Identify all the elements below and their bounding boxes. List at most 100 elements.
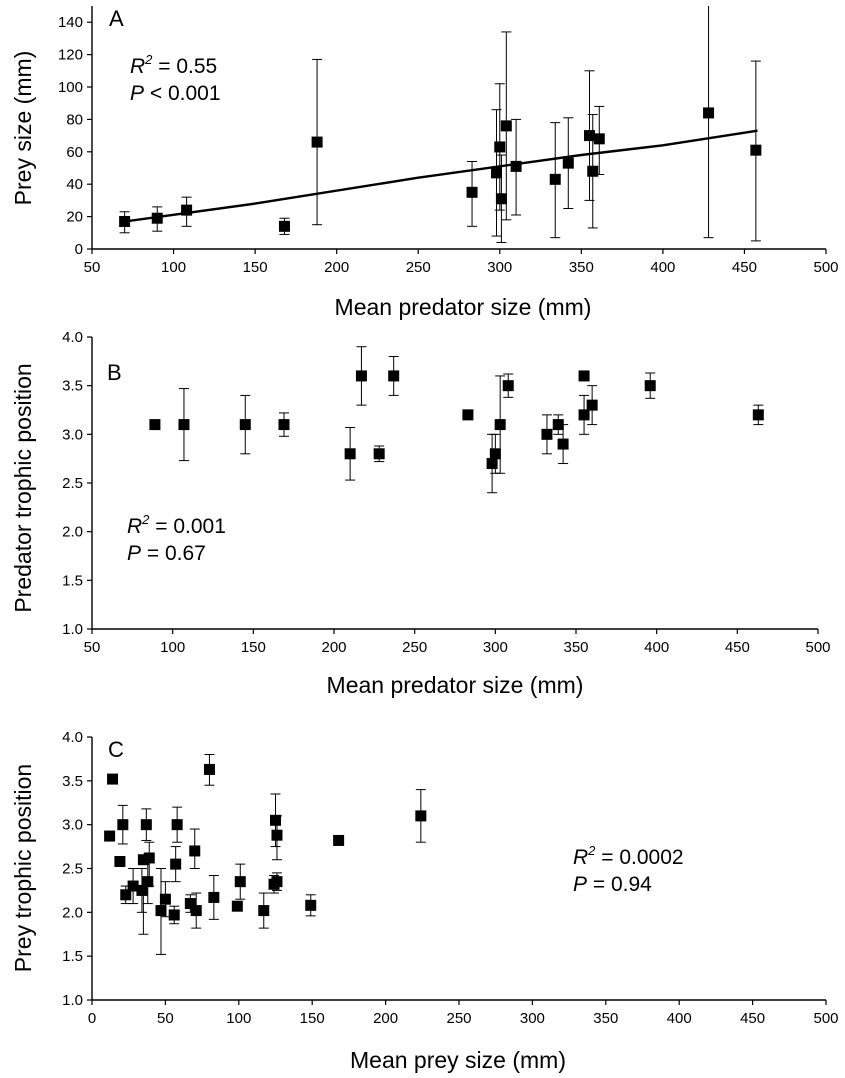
x-tick-label: 100 bbox=[160, 639, 185, 656]
data-point bbox=[388, 370, 400, 382]
panel-c-xlabel: Mean prey size (mm) bbox=[350, 1047, 566, 1073]
data-point bbox=[502, 380, 514, 392]
data-point bbox=[271, 876, 283, 888]
data-point bbox=[333, 834, 345, 846]
panel-a-letter: A bbox=[109, 6, 124, 31]
panel-c: 0 50 100 150 200 250 300 350 400 450 500 1.0 1.5 2.0 2… bbox=[10, 729, 839, 1073]
data-point bbox=[578, 409, 590, 421]
data-point bbox=[190, 905, 202, 917]
y-tick-label: 140 bbox=[58, 14, 83, 31]
data-point bbox=[466, 186, 478, 198]
data-point bbox=[305, 899, 317, 911]
data-point bbox=[373, 448, 385, 460]
x-tick-label: 250 bbox=[446, 1010, 471, 1027]
panel-c-p: P = 0.94 bbox=[573, 873, 652, 896]
x-tick-label: 400 bbox=[667, 1010, 692, 1027]
data-point bbox=[549, 173, 561, 185]
x-tick-label: 350 bbox=[563, 639, 588, 656]
x-tick-label: 300 bbox=[487, 259, 512, 276]
panel-a-xlabel: Mean predator size (mm) bbox=[335, 294, 592, 320]
y-tick-label: 2.0 bbox=[62, 904, 83, 921]
data-point bbox=[271, 829, 283, 841]
data-point bbox=[155, 905, 167, 917]
x-tick-label: 500 bbox=[805, 639, 830, 656]
panel-b-points bbox=[149, 370, 764, 470]
x-tick-label: 250 bbox=[402, 639, 427, 656]
panel-b: 50 100 150 200 250 300 350 400 450 500 1.0 1.5 2.0 2.… bbox=[10, 329, 831, 698]
y-tick-label: 4.0 bbox=[62, 729, 83, 746]
data-point bbox=[136, 884, 148, 896]
data-point bbox=[462, 409, 474, 421]
data-point bbox=[208, 891, 220, 903]
x-tick-label: 300 bbox=[520, 1010, 545, 1027]
y-tick-label: 2.0 bbox=[62, 524, 83, 541]
data-point bbox=[119, 215, 131, 227]
y-tick-label: 3.0 bbox=[62, 817, 83, 834]
panel-c-r2: R2 = 0.0002 bbox=[573, 843, 684, 869]
x-tick-label: 450 bbox=[725, 639, 750, 656]
data-point bbox=[344, 448, 356, 460]
x-tick-label: 50 bbox=[157, 1010, 174, 1027]
x-tick-label: 350 bbox=[593, 1010, 618, 1027]
panel-a-points bbox=[119, 107, 762, 232]
data-point bbox=[278, 419, 290, 431]
data-point bbox=[562, 157, 574, 169]
y-tick-label: 40 bbox=[66, 176, 83, 193]
y-tick-label: 1.5 bbox=[62, 572, 83, 589]
panel-a-ylabel: Prey size (mm) bbox=[10, 51, 36, 206]
data-point bbox=[495, 193, 507, 205]
panel-b-r2: R2 = 0.001 bbox=[127, 512, 226, 538]
x-tick-label: 100 bbox=[161, 259, 186, 276]
panel-c-error-bars bbox=[117, 754, 426, 955]
data-point bbox=[159, 893, 171, 905]
panel-a-r2: R2 = 0.55 bbox=[130, 52, 217, 78]
data-point bbox=[557, 438, 569, 450]
y-tick-label: 100 bbox=[58, 79, 83, 96]
data-point bbox=[107, 773, 119, 785]
y-tick-label: 1.0 bbox=[62, 992, 83, 1009]
x-tick-label: 50 bbox=[84, 639, 101, 656]
data-point bbox=[587, 165, 599, 177]
panel-b-p: P = 0.67 bbox=[127, 542, 206, 565]
data-point bbox=[500, 120, 512, 132]
x-tick-label: 450 bbox=[740, 1010, 765, 1027]
data-point bbox=[104, 830, 116, 842]
panel-a-error-bars bbox=[119, 6, 761, 244]
y-tick-label: 1.5 bbox=[62, 948, 83, 965]
panel-b-axes: 50 100 150 200 250 300 350 400 450 500 1.0 1.5 2.0 2.… bbox=[62, 329, 830, 656]
x-tick-label: 500 bbox=[813, 1010, 838, 1027]
regression-line bbox=[124, 129, 758, 223]
data-point bbox=[494, 141, 506, 153]
data-point bbox=[149, 419, 161, 431]
data-point bbox=[586, 399, 598, 411]
panel-a-regression bbox=[124, 129, 758, 223]
data-point bbox=[203, 763, 215, 775]
panel-c-letter: C bbox=[108, 737, 124, 762]
x-tick-label: 250 bbox=[406, 259, 431, 276]
y-tick-label: 4.0 bbox=[62, 329, 83, 346]
panel-b-xlabel: Mean predator size (mm) bbox=[327, 672, 584, 698]
panel-a: 50 100 150 200 250 300 350 400 450 500 0 20 40 60 80 10… bbox=[10, 6, 839, 320]
data-point bbox=[593, 133, 605, 145]
data-point bbox=[486, 458, 498, 470]
data-point bbox=[583, 130, 595, 142]
data-point bbox=[189, 845, 201, 857]
y-tick-label: 3.5 bbox=[62, 378, 83, 395]
data-point bbox=[491, 167, 503, 179]
data-point bbox=[234, 876, 246, 888]
panel-a-p: P < 0.001 bbox=[130, 82, 221, 105]
x-tick-label: 150 bbox=[241, 639, 266, 656]
x-tick-label: 150 bbox=[243, 259, 268, 276]
x-tick-label: 350 bbox=[569, 259, 594, 276]
data-point bbox=[140, 819, 152, 831]
data-point bbox=[143, 852, 155, 864]
panel-c-ylabel: Prey trophic position bbox=[10, 764, 36, 972]
panel-b-letter: B bbox=[107, 360, 122, 385]
data-point bbox=[117, 819, 129, 831]
data-point bbox=[151, 212, 163, 224]
y-tick-label: 2.5 bbox=[62, 475, 83, 492]
y-tick-label: 3.0 bbox=[62, 426, 83, 443]
data-point bbox=[278, 220, 290, 232]
y-tick-label: 1.0 bbox=[62, 621, 83, 638]
